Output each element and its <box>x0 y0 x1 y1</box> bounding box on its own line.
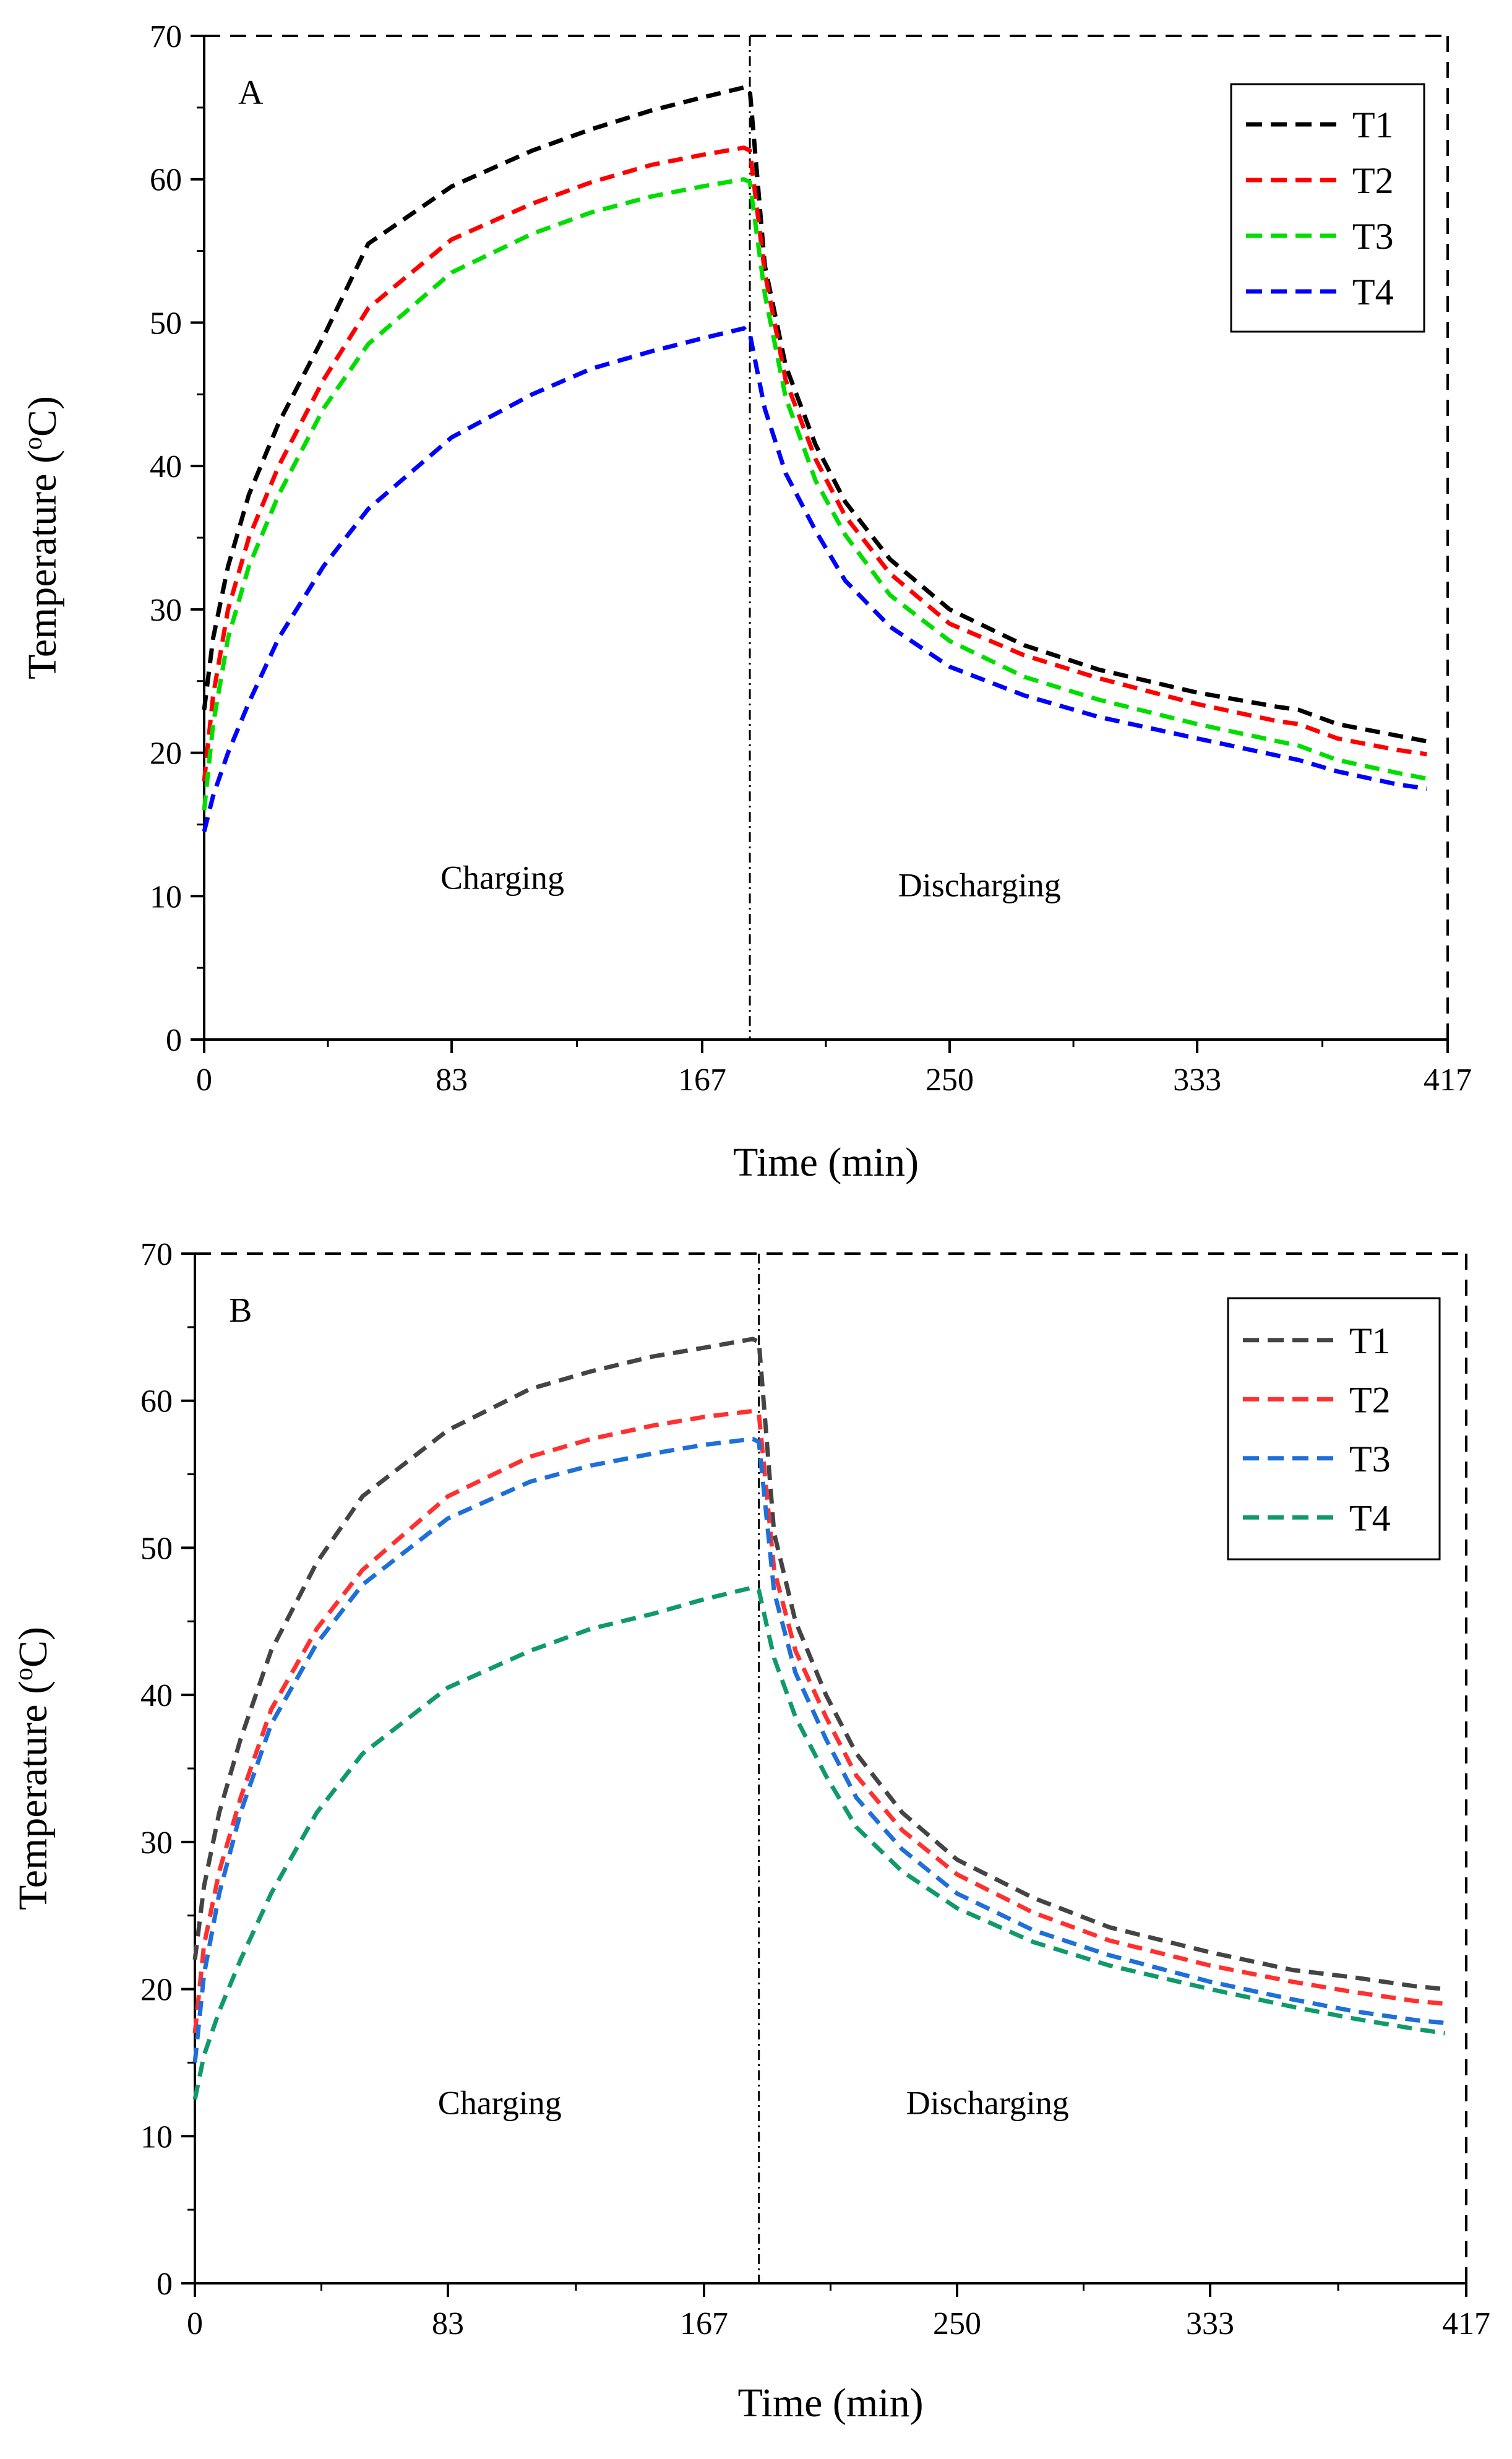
y-tick-label: 60 <box>140 1384 173 1419</box>
series-line-t3 <box>202 177 1427 811</box>
legend-box <box>1230 83 1425 333</box>
legend-label-t4: T4 <box>1349 1497 1391 1538</box>
legend-label-t3: T3 <box>1349 1439 1391 1479</box>
x-tick-label: 83 <box>436 1062 468 1098</box>
x-tick-label: 83 <box>432 2306 464 2341</box>
y-tick-label: 30 <box>150 593 182 628</box>
series-line-t1 <box>202 85 1427 744</box>
y-axis-title: Temperature (oC) <box>19 396 65 679</box>
series-line-t3 <box>192 1437 1445 2063</box>
panel-label: A <box>238 74 264 112</box>
y-tick-label: 70 <box>150 19 182 54</box>
phase-annotation: Discharging <box>898 866 1061 903</box>
y-axis-title-end: C) <box>11 1627 56 1668</box>
y-axis-title-main: Temperature ( <box>20 450 65 679</box>
x-tick-label: 250 <box>926 1062 974 1098</box>
phase-annotation: Charging <box>438 2085 562 2122</box>
series-line-t4 <box>192 1585 1445 2100</box>
legend-label-t3: T3 <box>1352 216 1394 257</box>
y-tick-label: 0 <box>157 2267 173 2302</box>
y-tick-label: 40 <box>150 449 182 484</box>
chart-panel-a: 0 10 20 30 40 50 60 70 0 83 167 250 333 417 Time (min)… <box>19 19 1472 1185</box>
x-axis-title: Time (min) <box>733 1140 919 1185</box>
y-tick-label: 70 <box>140 1237 173 1272</box>
y-tick-label: 40 <box>140 1678 173 1713</box>
legend: T1 T2 T3 T4 <box>1230 83 1425 333</box>
x-tick-label: 167 <box>680 2306 728 2341</box>
legend-box <box>1227 1297 1441 1561</box>
panel-label: B <box>229 1291 252 1330</box>
legend-label-t2: T2 <box>1352 160 1394 201</box>
x-tick-label: 417 <box>1424 1062 1472 1098</box>
y-axis-title-end: C) <box>20 396 65 437</box>
legend-label-t1: T1 <box>1349 1320 1391 1361</box>
legend-label-t4: T4 <box>1352 272 1394 312</box>
x-tick-label: 0 <box>196 1062 212 1098</box>
x-tick-label: 417 <box>1442 2306 1490 2341</box>
series-line-t1 <box>192 1337 1445 1992</box>
y-tick-label: 20 <box>150 736 182 772</box>
chart-panel-b: 0 10 20 30 40 50 60 70 0 83 167 250 333 417 Time (min)… <box>10 1237 1490 2426</box>
y-tick-label: 50 <box>150 306 182 341</box>
series-line-t2 <box>192 1408 1445 2034</box>
y-tick-label: 20 <box>140 1973 173 2008</box>
y-tick-label: 30 <box>140 1825 173 1861</box>
x-tick-label: 0 <box>187 2306 203 2341</box>
phase-annotation: Discharging <box>906 2085 1069 2122</box>
y-axis-title: Temperature (oC) <box>10 1627 56 1910</box>
x-axis-title: Time (min) <box>737 2380 923 2426</box>
x-tick-label: 333 <box>1173 1062 1221 1098</box>
y-tick-label: 0 <box>166 1023 182 1058</box>
phase-annotation: Charging <box>440 859 564 897</box>
y-axis-title-main: Temperature ( <box>11 1681 56 1910</box>
y-axis-title-superscript: o <box>10 1668 38 1681</box>
y-tick-label: 60 <box>150 163 182 198</box>
legend-label-t2: T2 <box>1349 1379 1391 1420</box>
y-tick-label: 10 <box>140 2119 173 2155</box>
series-line-t4 <box>202 326 1427 832</box>
y-axis-title-superscript: o <box>19 437 48 450</box>
x-tick-label: 250 <box>933 2306 981 2341</box>
legend-label-t1: T1 <box>1352 105 1394 145</box>
series-line-t2 <box>202 145 1427 782</box>
legend: T1 T2 T3 T4 <box>1227 1297 1441 1561</box>
y-tick-label: 50 <box>140 1531 173 1566</box>
x-tick-label: 167 <box>678 1062 726 1098</box>
y-tick-label: 10 <box>150 879 182 915</box>
x-tick-label: 333 <box>1186 2306 1234 2341</box>
